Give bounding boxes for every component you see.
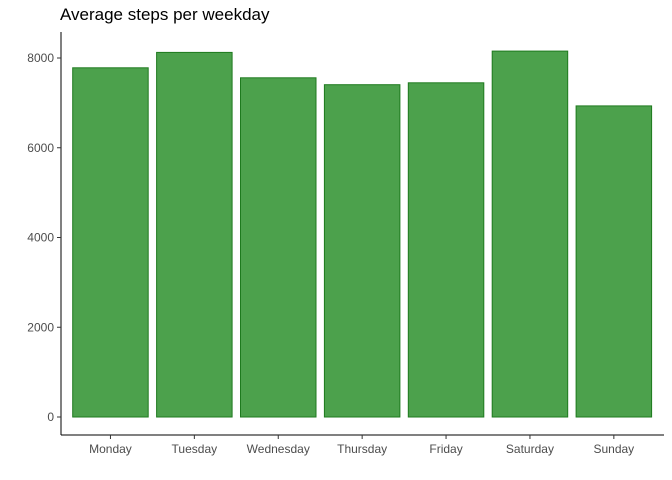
y-tick-label: 8000 [27, 51, 54, 65]
x-tick-label-wednesday: Wednesday [247, 442, 310, 456]
chart-title: Average steps per weekday [60, 5, 270, 24]
x-tick-label-saturday: Saturday [506, 442, 554, 456]
bars-layer [72, 50, 653, 418]
y-tick-label: 2000 [27, 320, 54, 334]
x-tick-label-thursday: Thursday [337, 442, 387, 456]
x-axis: Monday Tuesday Wednesday Thursday Friday Satu… [61, 434, 664, 456]
y-tick-label: 0 [47, 410, 54, 424]
bar-sunday [575, 105, 653, 418]
x-tick-label-sunday: Sunday [593, 442, 634, 456]
bar-thursday [323, 84, 401, 418]
y-axis: 0 2000 4000 6000 8000 [27, 32, 62, 435]
bar-saturday [491, 50, 569, 418]
x-tick-label-friday: Friday [429, 442, 462, 456]
x-tick-label-monday: Monday [89, 442, 132, 456]
x-tick-label-tuesday: Tuesday [172, 442, 218, 456]
bar-tuesday [156, 51, 233, 418]
y-tick-label: 4000 [27, 231, 54, 245]
bar-friday [407, 82, 485, 418]
bar-monday [72, 67, 149, 418]
bar-wednesday [240, 77, 317, 418]
y-tick-label: 6000 [27, 141, 54, 155]
